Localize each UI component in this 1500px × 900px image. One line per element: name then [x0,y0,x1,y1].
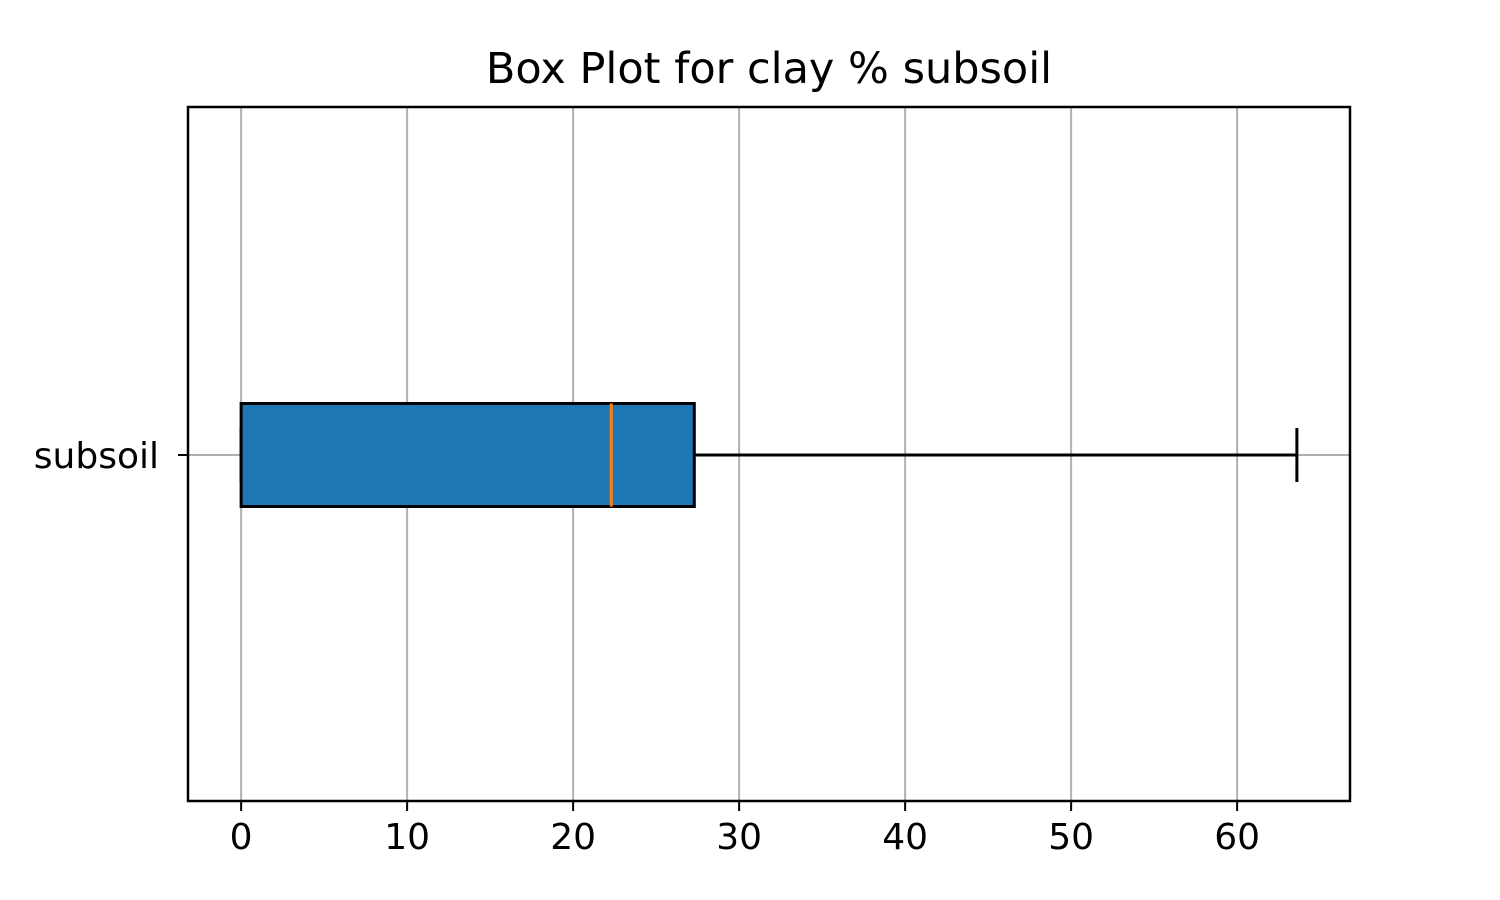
box-plot-marks [239,402,1299,508]
x-tick-label: 30 [716,817,762,858]
x-tick-label: 60 [1214,817,1260,858]
x-tick-label: 40 [882,817,928,858]
axes: 0 10 20 30 40 50 60 subsoil [34,105,1352,858]
x-tick-label: 50 [1048,817,1094,858]
chart-title: Box Plot for clay % subsoil [486,44,1052,94]
iqr-box [239,402,696,508]
x-tick-label: 10 [384,817,430,858]
x-tick-label: 20 [550,817,596,858]
x-tick-label: 0 [230,817,253,858]
y-tick-label: subsoil [34,436,159,477]
